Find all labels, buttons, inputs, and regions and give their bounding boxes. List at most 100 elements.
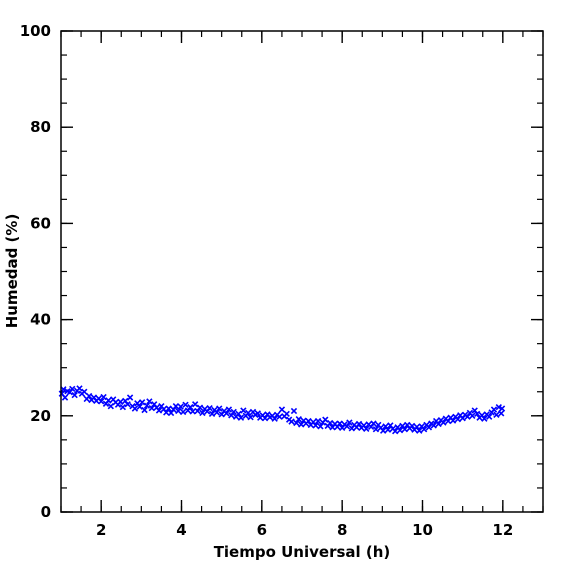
data-point-marker xyxy=(408,422,416,430)
y-axis-title: Humedad (%) xyxy=(3,214,21,329)
x-axis-title: Tiempo Universal (h) xyxy=(214,543,391,561)
data-point-marker xyxy=(124,401,131,408)
data-point-marker xyxy=(148,404,155,412)
data-point-marker xyxy=(213,409,221,416)
data-point-marker xyxy=(425,424,433,431)
data-point-marker xyxy=(240,407,247,414)
data-point-marker xyxy=(317,423,324,430)
data-point-marker xyxy=(473,410,481,418)
data-point-marker xyxy=(420,426,428,433)
data-point-marker xyxy=(143,402,151,409)
data-point-marker xyxy=(288,418,295,425)
data-point-marker xyxy=(98,398,105,405)
data-point-marker xyxy=(355,420,363,428)
data-point-marker xyxy=(165,405,172,412)
data-point-marker xyxy=(314,417,322,425)
data-point-marker xyxy=(498,410,505,417)
data-point-marker xyxy=(401,426,408,433)
axis-ticks xyxy=(60,30,544,513)
data-point-marker xyxy=(278,406,286,413)
data-point-marker xyxy=(69,385,76,393)
data-point-marker xyxy=(105,397,112,404)
data-point-marker xyxy=(131,405,139,412)
data-point-marker xyxy=(61,394,69,401)
data-point-marker xyxy=(100,393,107,401)
data-point-marker xyxy=(326,419,334,427)
y-tick-label: 60 xyxy=(30,214,51,232)
data-point-marker xyxy=(254,410,261,417)
data-point-marker xyxy=(435,420,442,428)
data-point-marker xyxy=(136,403,143,410)
data-point-marker xyxy=(208,410,216,418)
data-point-marker xyxy=(295,416,302,423)
data-point-marker xyxy=(413,423,421,431)
x-tick-label: 8 xyxy=(337,521,347,539)
data-point-marker xyxy=(225,406,233,413)
data-point-marker xyxy=(449,417,457,424)
y-tick-label: 40 xyxy=(30,311,51,329)
data-point-marker xyxy=(172,403,180,410)
data-point-marker xyxy=(223,410,230,417)
data-point-marker xyxy=(370,420,377,427)
data-point-marker xyxy=(191,401,199,408)
data-point-marker xyxy=(372,426,380,433)
data-point-marker xyxy=(182,401,189,408)
data-point-marker xyxy=(237,414,245,421)
data-point-marker xyxy=(126,394,134,401)
tick-labels: 2 4 6 8 10 12 0 20 40 60 80 100 xyxy=(20,22,514,539)
data-point-marker xyxy=(179,408,187,416)
data-point-marker xyxy=(495,403,502,411)
data-point-marker xyxy=(384,426,392,433)
x-tick-label: 4 xyxy=(176,521,186,539)
data-point-marker xyxy=(141,406,148,414)
data-point-marker xyxy=(283,410,290,418)
data-point-marker xyxy=(322,416,329,423)
data-point-marker xyxy=(379,427,387,434)
data-point-marker xyxy=(199,409,206,417)
data-point-marker xyxy=(276,413,283,420)
data-point-marker xyxy=(76,385,83,392)
x-tick-label: 10 xyxy=(412,521,433,539)
data-point-marker xyxy=(464,413,471,420)
data-point-marker xyxy=(177,403,184,410)
data-point-marker xyxy=(481,415,488,422)
data-point-marker xyxy=(346,419,353,426)
data-point-marker xyxy=(235,410,242,418)
data-point-marker xyxy=(271,415,278,422)
data-point-marker xyxy=(454,416,462,423)
x-tick-label: 6 xyxy=(257,521,267,539)
data-point-marker xyxy=(396,427,404,434)
data-point-marker xyxy=(261,415,269,422)
data-point-marker xyxy=(175,407,182,415)
data-point-marker xyxy=(392,428,399,435)
data-point-marker xyxy=(363,425,370,432)
data-point-marker xyxy=(119,403,127,411)
data-point-marker xyxy=(493,411,500,419)
y-tick-label: 20 xyxy=(30,407,51,425)
data-point-marker xyxy=(138,399,146,406)
y-tick-label: 100 xyxy=(20,22,51,40)
data-point-marker xyxy=(305,417,312,425)
data-point-marker xyxy=(336,420,343,427)
data-point-marker xyxy=(312,422,319,429)
y-tick-label: 80 xyxy=(30,118,51,136)
data-point-marker xyxy=(216,405,223,412)
data-point-marker xyxy=(298,421,305,428)
data-point-marker xyxy=(230,408,237,416)
data-point-marker xyxy=(430,422,437,429)
data-point-marker xyxy=(71,391,78,399)
data-point-marker xyxy=(247,414,254,421)
data-point-marker xyxy=(163,409,170,416)
data-point-marker xyxy=(245,409,252,417)
data-point-marker xyxy=(85,392,93,400)
data-point-marker xyxy=(469,412,476,419)
data-point-marker xyxy=(146,398,153,405)
data-point-marker xyxy=(290,407,298,415)
data-point-marker xyxy=(293,419,300,427)
x-tick-label: 12 xyxy=(492,521,513,539)
data-point-marker xyxy=(187,403,194,411)
y-tick-label: 0 xyxy=(41,503,51,521)
data-point-marker xyxy=(107,403,114,410)
data-point-marker xyxy=(206,404,213,412)
